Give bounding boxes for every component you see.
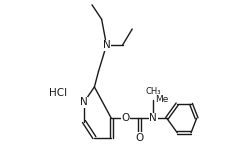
Text: N: N <box>149 113 157 123</box>
Text: HCl: HCl <box>49 88 67 98</box>
Text: O: O <box>122 113 130 123</box>
Text: CH₃: CH₃ <box>146 87 161 96</box>
Text: O: O <box>135 133 143 143</box>
Text: Me: Me <box>155 95 168 104</box>
Text: N: N <box>102 40 110 50</box>
Text: N: N <box>80 97 88 107</box>
